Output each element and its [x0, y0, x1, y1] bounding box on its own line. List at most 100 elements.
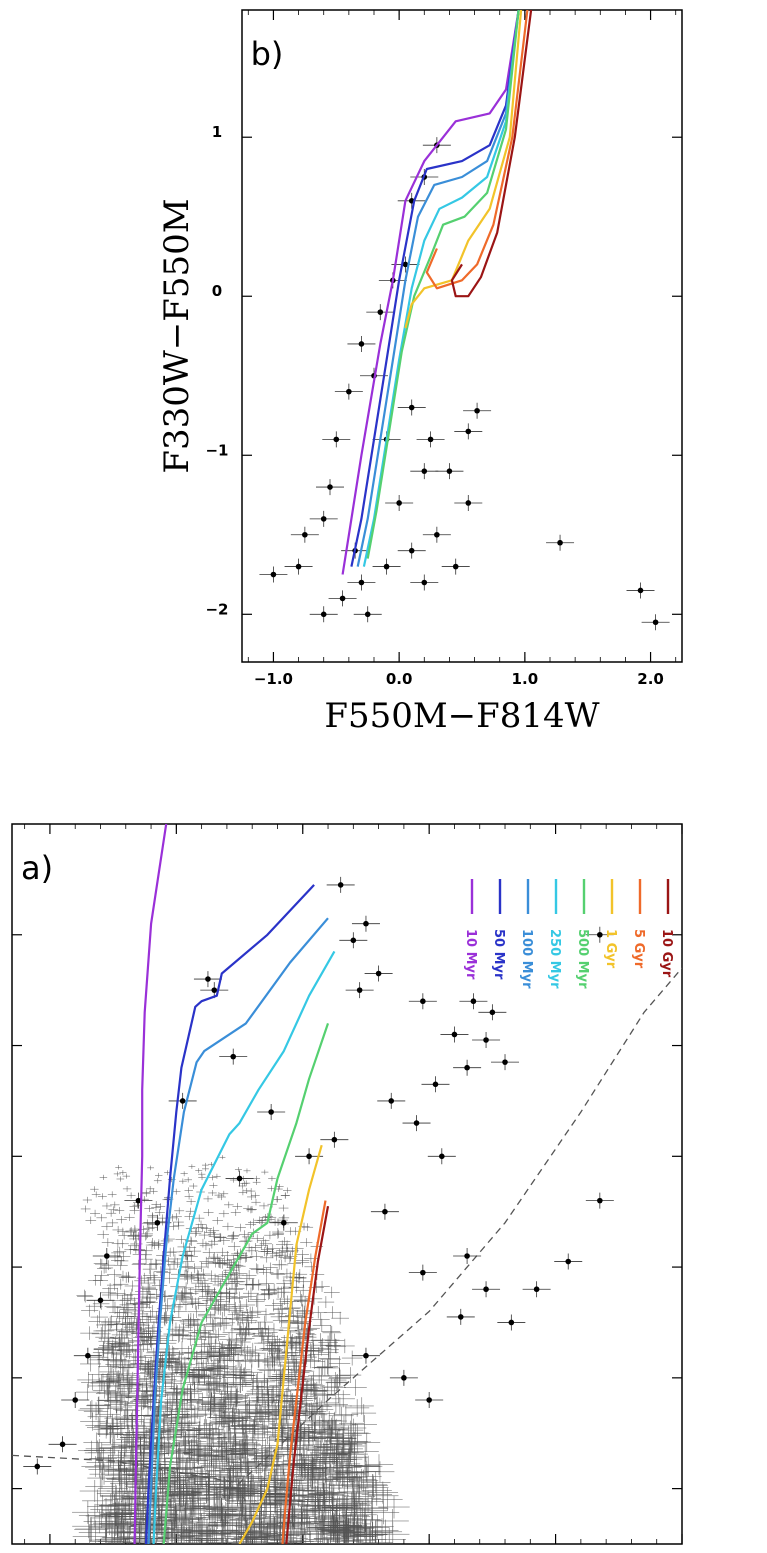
data-point-errorbar [195, 1168, 203, 1173]
data-point-errorbar [147, 1484, 179, 1507]
data-point-errorbar [94, 1270, 110, 1281]
data-point-errorbar [139, 1246, 153, 1256]
data-point-errorbar [114, 1256, 129, 1266]
data-point-errorbar [314, 1280, 330, 1292]
data-point-errorbar [295, 1284, 311, 1296]
data-point [452, 563, 459, 570]
data-point [557, 539, 563, 546]
data-point-errorbar [214, 1457, 243, 1479]
data-point-errorbar [158, 1351, 180, 1367]
data-point-errorbar [247, 1352, 269, 1368]
data-point-errorbar [188, 1164, 196, 1169]
data-point-errorbar [138, 1312, 156, 1326]
data-point-errorbar [318, 1335, 338, 1350]
data-point-errorbar [261, 1245, 274, 1255]
data-point-errorbar [270, 1310, 289, 1324]
data-point-errorbar [208, 1513, 242, 1538]
data-point-errorbar [323, 1306, 342, 1319]
data-point-errorbar [212, 1217, 224, 1225]
data-point-errorbar [124, 1213, 135, 1221]
data-point [211, 987, 218, 993]
x-tick-label: 0.0 [386, 670, 413, 688]
data-point-errorbar [187, 1297, 204, 1310]
data-point-errorbar [208, 1232, 221, 1241]
data-point-errorbar [118, 1359, 140, 1376]
data-point-errorbar [208, 1189, 217, 1196]
data-point-errorbar [260, 1246, 274, 1256]
data-point-errorbar [179, 1431, 207, 1451]
data-point-errorbar [114, 1206, 125, 1214]
data-point-errorbar [116, 1239, 129, 1249]
data-point-errorbar [228, 1283, 245, 1295]
data-point-errorbar [225, 1388, 249, 1407]
data-point-errorbar [238, 1309, 257, 1322]
data-point-errorbar [230, 1363, 253, 1380]
data-point-errorbar [230, 1443, 258, 1464]
data-point-errorbar [147, 1274, 163, 1286]
data-point-errorbar [238, 1189, 248, 1196]
data-point-errorbar [300, 1238, 313, 1247]
data-point-errorbar [242, 1180, 251, 1186]
data-point-errorbar [101, 1238, 114, 1247]
data-point-errorbar [183, 1443, 212, 1464]
data-point [502, 1059, 508, 1065]
data-point-errorbar [241, 1306, 259, 1320]
data-point-errorbar [262, 1422, 289, 1442]
data-point-errorbar [261, 1341, 282, 1356]
data-point-errorbar [237, 1474, 268, 1496]
data-point [427, 436, 434, 443]
data-point-errorbar [98, 1399, 123, 1418]
data-point-errorbar [257, 1216, 269, 1225]
x-tick-label: −1.0 [254, 670, 293, 688]
data-point-errorbar [306, 1498, 339, 1522]
data-point [59, 1441, 66, 1448]
data-point-errorbar [246, 1372, 269, 1389]
data-point-errorbar [276, 1277, 292, 1289]
data-point-errorbar [268, 1175, 276, 1182]
data-point-errorbar [187, 1263, 202, 1274]
data-point-errorbar [192, 1483, 224, 1506]
data-point-errorbar [88, 1442, 116, 1463]
data-point-errorbar [159, 1497, 191, 1521]
data-point-errorbar [194, 1339, 215, 1354]
data-point-errorbar [253, 1328, 273, 1343]
data-point-errorbar [247, 1205, 257, 1213]
data-point-errorbar [216, 1383, 240, 1400]
data-point-errorbar [272, 1229, 285, 1238]
data-point-errorbar [90, 1209, 101, 1217]
data-point-errorbar [141, 1296, 158, 1309]
data-point-errorbar [322, 1326, 342, 1340]
data-point-errorbar [249, 1263, 264, 1274]
data-point-errorbar [220, 1300, 238, 1313]
data-point-errorbar [218, 1210, 229, 1218]
data-point [597, 1197, 603, 1204]
data-point [489, 1009, 496, 1016]
data-point-errorbar [230, 1479, 261, 1502]
data-point-errorbar [248, 1295, 265, 1308]
data-point-errorbar [109, 1287, 126, 1300]
data-point-errorbar [93, 1258, 108, 1269]
data-point-errorbar [270, 1269, 286, 1280]
data-point-errorbar [278, 1204, 289, 1212]
data-point [383, 563, 390, 570]
data-point-errorbar [154, 1208, 165, 1216]
data-point-errorbar [141, 1362, 164, 1378]
data-point-errorbar [140, 1231, 153, 1240]
data-point [464, 1064, 470, 1071]
data-point-errorbar [298, 1500, 331, 1524]
data-point-errorbar [272, 1297, 289, 1310]
data-point-errorbar [209, 1366, 232, 1383]
data-point-errorbar [302, 1405, 328, 1424]
data-point-errorbar [258, 1325, 278, 1340]
data-point-errorbar [106, 1269, 122, 1280]
data-point-errorbar [96, 1214, 107, 1222]
data-point-errorbar [262, 1485, 293, 1508]
data-point [396, 500, 402, 506]
data-point-errorbar [226, 1302, 244, 1315]
data-point-errorbar [124, 1280, 141, 1292]
data-point-errorbar [199, 1330, 219, 1345]
data-point-errorbar [199, 1241, 213, 1251]
data-point [421, 579, 428, 586]
data-point [356, 987, 363, 993]
data-point-errorbar [99, 1318, 118, 1332]
